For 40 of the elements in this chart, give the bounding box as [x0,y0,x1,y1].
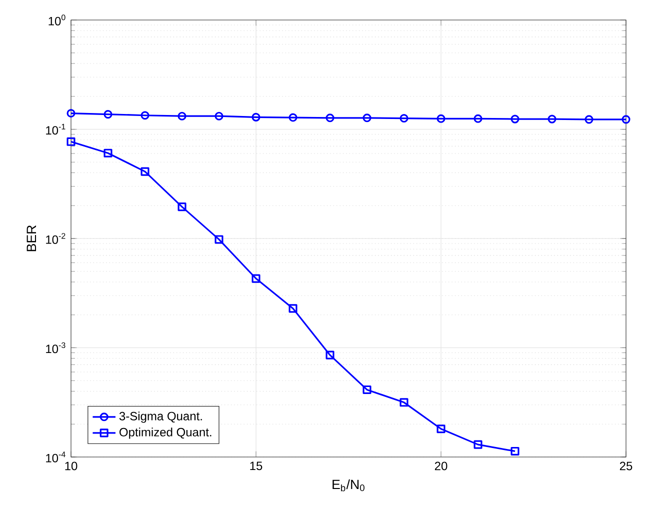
y-tick-label: 10$^{0}$ [48,14,66,26]
point [400,114,408,123]
point [362,385,372,394]
point [548,114,556,124]
point [104,148,112,158]
point [252,112,260,122]
point [474,114,482,123]
point [178,202,186,212]
legend-label: Optimized Quant. [120,428,212,439]
point [400,398,408,407]
point [66,137,76,146]
y-axis-title: BER [26,225,36,252]
x-tick-label: 10 [65,462,78,470]
point [326,350,334,360]
point [140,167,150,176]
point [584,115,594,124]
point [474,440,482,449]
y-tick-label: 10$^{-4}$ [46,452,66,462]
point [436,114,446,123]
point [288,113,298,122]
x-tick-label: 20 [434,462,448,470]
point [214,112,224,120]
point [326,114,334,122]
point [288,304,298,313]
point [214,235,224,244]
point [362,114,372,122]
x-tick-label: 15 [250,462,262,470]
point [436,424,446,434]
point [252,274,260,283]
x-tick-label: 25 [620,462,632,470]
y-tick-label: 10$^{-3}$ [46,342,66,354]
legend-label: 3-Sigma Quant. [119,412,202,423]
point [510,446,520,456]
y-tick-label: 10$^{-1}$ [46,124,66,135]
point [140,111,150,120]
point [510,114,520,124]
x-axis-title: E$_{b}$/N$_{0}$ [332,479,364,492]
point [178,112,186,120]
y-tick-label: 10$^{-2}$ [46,233,66,244]
point [104,110,112,119]
